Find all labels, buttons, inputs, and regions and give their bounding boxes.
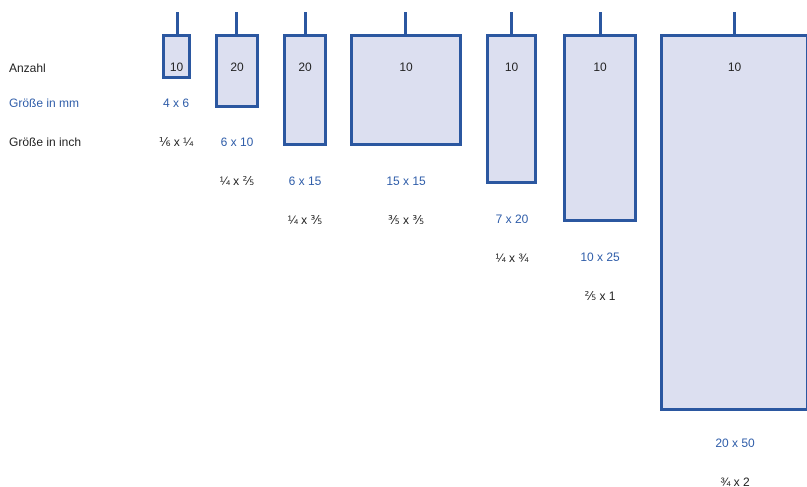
card-5-stem [510, 12, 513, 34]
card-7-size-mm: 20 x 50 [715, 436, 755, 450]
card-4 [350, 34, 462, 146]
card-5-size-mm: 7 x 20 [495, 212, 529, 226]
card-1-count: 10 [169, 60, 184, 74]
card-1-size-inch: ⅙ x ¼ [158, 135, 194, 149]
card-7-stem [733, 12, 736, 34]
card-3-count: 20 [298, 60, 312, 74]
card-4-size-inch: ⅗ x ⅗ [388, 213, 424, 227]
card-1-size-mm: 4 x 6 [162, 96, 189, 110]
card-3-stem [304, 12, 307, 34]
card-3-size-inch: ¼ x ⅗ [287, 213, 323, 227]
card-6 [563, 34, 637, 222]
card-1 [162, 34, 191, 79]
card-5 [486, 34, 537, 184]
card-1-stem [176, 12, 179, 34]
card-2-count: 20 [230, 60, 244, 74]
card-5-size-inch: ¼ x ¾ [495, 251, 529, 265]
card-7-count: 10 [727, 60, 742, 74]
card-6-stem [599, 12, 602, 34]
card-2-stem [235, 12, 238, 34]
card-3-size-mm: 6 x 15 [288, 174, 322, 188]
card-2-size-inch: ¼ x ⅖ [219, 174, 255, 188]
card-4-size-mm: 15 x 15 [386, 174, 426, 188]
card-2-size-mm: 6 x 10 [220, 135, 254, 149]
card-4-count: 10 [399, 60, 413, 74]
card-5-count: 10 [504, 60, 519, 74]
card-2 [215, 34, 259, 108]
card-7 [660, 34, 807, 411]
card-4-stem [404, 12, 407, 34]
row-label-anzahl: Anzahl [9, 61, 46, 75]
row-label-size-inch: Größe in inch [9, 135, 82, 149]
card-6-size-mm: 10 x 25 [580, 250, 620, 264]
row-label-size-mm: Größe in mm [9, 96, 80, 110]
card-6-size-inch: ⅖ x 1 [584, 289, 616, 303]
card-3 [283, 34, 327, 146]
card-7-size-inch: ¾ x 2 [720, 475, 750, 487]
card-6-count: 10 [593, 60, 607, 74]
